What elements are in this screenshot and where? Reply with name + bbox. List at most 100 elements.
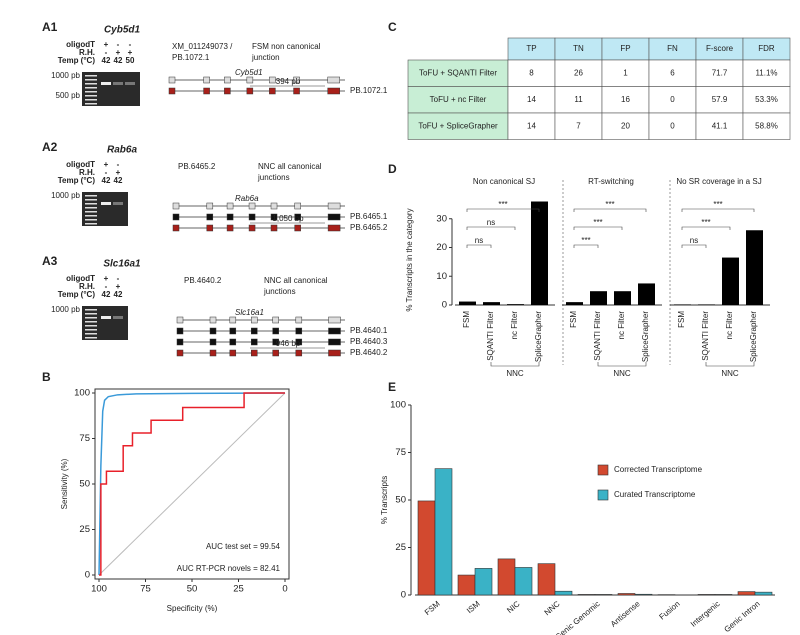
row-value: 42	[102, 176, 111, 185]
header-text: TN	[573, 44, 584, 53]
exon	[206, 213, 214, 221]
x-tick-label: 50	[187, 584, 198, 595]
gel-band	[101, 82, 111, 85]
header-text: TP	[526, 44, 536, 53]
sig-bracket	[466, 208, 540, 212]
ladder-band	[85, 219, 97, 221]
cell	[601, 59, 650, 87]
sig-bracket	[466, 226, 516, 230]
note: junctions	[257, 173, 290, 182]
category-label: SQANTI Filter	[593, 311, 602, 361]
sig-bracket	[573, 208, 647, 212]
ladder-band	[85, 329, 97, 331]
cell-text: 57.9	[712, 95, 728, 104]
gene-name: Cyb5d1	[104, 25, 141, 36]
legend-swatch	[597, 464, 609, 476]
row-label: oligodT	[66, 160, 95, 169]
sig-label: ns	[690, 236, 698, 245]
exon	[209, 338, 217, 346]
panel-label: A3	[42, 254, 58, 268]
cell	[407, 86, 509, 114]
exon	[328, 316, 341, 324]
ladder-label: 1000 pb	[51, 191, 80, 200]
cell	[601, 112, 650, 140]
cell	[648, 112, 697, 140]
exon	[224, 76, 231, 84]
sig-label: ***	[605, 200, 614, 209]
y-tick-label: 25	[395, 542, 406, 553]
exon	[246, 76, 254, 84]
row-label: R.H.	[79, 282, 95, 291]
x-tick-label: Genic Intron	[722, 599, 761, 634]
panel-label: B	[42, 370, 51, 384]
y-tick-label: 30	[436, 213, 447, 224]
category-label: FSM	[569, 311, 578, 328]
cell	[407, 112, 509, 140]
x-tick-label: Intergenic	[689, 599, 722, 628]
bar	[434, 468, 453, 596]
category-label: SpliceGrapher	[641, 311, 650, 362]
bar	[698, 304, 715, 305]
exon	[270, 213, 278, 221]
cell-text: 41.1	[712, 121, 728, 130]
cell-text: 0	[670, 121, 675, 130]
exon	[327, 87, 340, 95]
gel-band	[125, 82, 135, 85]
exon	[206, 224, 214, 232]
exon	[229, 349, 237, 357]
y-tick-label: 50	[79, 479, 90, 490]
exon	[203, 87, 210, 95]
y-axis-label: Sensitivity (%)	[60, 458, 69, 509]
nnc-bracket	[597, 362, 647, 367]
ladder-band	[85, 215, 97, 217]
diagonal	[98, 392, 286, 576]
bar	[714, 594, 733, 596]
bar	[507, 304, 524, 305]
sig-label: ns	[475, 236, 483, 245]
category-label: SQANTI Filter	[486, 311, 495, 361]
row-label: Temp (°C)	[58, 56, 96, 65]
cell	[507, 59, 556, 87]
sig-label: ***	[581, 236, 590, 245]
legend-label: Corrected Transcriptome	[614, 465, 703, 474]
y-tick-label: 0	[401, 590, 406, 601]
bar	[417, 500, 436, 596]
y-tick-label: 0	[85, 570, 90, 581]
y-tick-label: 50	[395, 495, 406, 506]
cell-text: 11	[574, 95, 583, 104]
y-tick-label: 0	[442, 300, 447, 311]
exon	[176, 327, 184, 335]
x-tick-label: 100	[91, 584, 107, 595]
bar	[614, 291, 631, 305]
exon	[293, 76, 300, 84]
y-axis-label: % Transcripts	[380, 476, 389, 524]
row-value: 42	[102, 290, 111, 299]
exon	[328, 327, 341, 335]
cell	[742, 86, 791, 114]
x-tick-label: 75	[140, 584, 151, 595]
exon	[229, 316, 237, 324]
note: junctions	[263, 287, 296, 296]
ladder-band	[85, 75, 97, 77]
row-value: -	[117, 40, 120, 49]
note: NNC all canonical	[264, 276, 328, 285]
ladder-band	[85, 313, 97, 315]
cell-text: ToFU + SpliceGrapher	[418, 121, 498, 130]
x-tick-label: Fusion	[657, 599, 681, 621]
row-value: +	[116, 282, 121, 291]
bar	[457, 574, 476, 596]
gel	[82, 192, 128, 226]
row-label: oligodT	[66, 40, 95, 49]
exon	[224, 87, 231, 95]
bar	[566, 302, 583, 305]
cell-text: 26	[574, 68, 583, 77]
cell-text: 0	[670, 95, 675, 104]
row-value: +	[116, 168, 121, 177]
row-value: -	[105, 168, 108, 177]
bar	[634, 593, 653, 596]
ladder-band	[85, 207, 97, 209]
exon	[251, 349, 258, 357]
sig-bracket	[573, 226, 623, 230]
sig-label: ***	[498, 200, 507, 209]
